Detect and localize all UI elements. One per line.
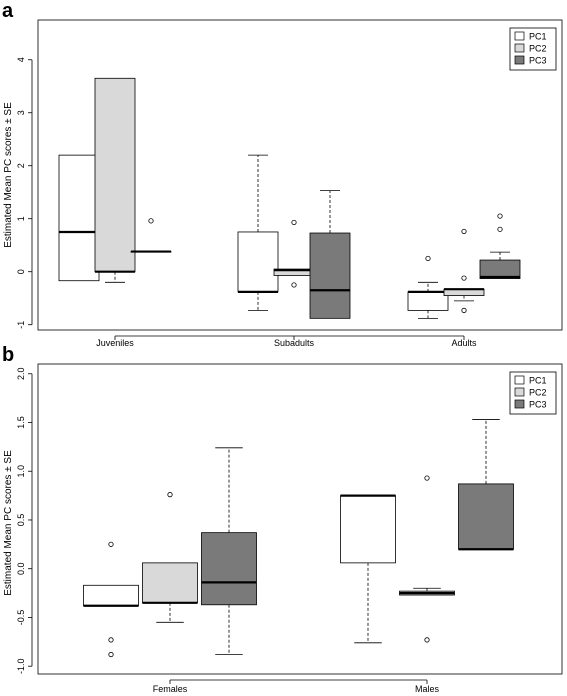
panel-b-y-tick-label: -0.5 [16,610,26,626]
panel-a-y-tick-label: 2 [16,163,26,168]
outlier-point [148,218,154,224]
outlier-point [425,255,431,262]
outlier-point [461,275,467,281]
panel-a-box-pc1-juveniles [58,154,100,282]
panel-a-y-tick-label: -1 [16,321,26,329]
panel-a-legend-swatch-pc2 [514,43,525,53]
outlier-point [424,475,430,481]
panel-a-legend-label-pc1: PC1 [529,32,547,42]
panel-b-label: b [2,344,14,366]
box-body [201,532,257,606]
panel-a-box-pc3-juveniles [130,218,172,253]
panel-b-legend-label-pc1: PC1 [529,376,547,386]
box-body [309,232,351,319]
panel-a-y-axis-title: Estimated Mean PC scores ± SE [3,102,14,248]
panel-a-box-pc1-adults [407,255,449,319]
panel-b-box-pc2-males [399,475,455,643]
panel-b-plot-frame [37,363,563,675]
panel-a-y-axis: -1 0 1 2 3 4 [16,57,33,329]
outlier-point [108,651,114,658]
panel-a: a Estimated Mean PC scores ± SE -101234 … [2,0,563,348]
panel-a-box-pc2-juveniles [94,77,136,283]
panel-a-plot-frame [37,19,563,331]
panel-a-x-tick-label: Subadults [274,338,315,348]
panel-a-box-pc2-subadults [273,219,315,288]
outlier-point [497,226,503,232]
panel-b-boxes [83,419,514,658]
panel-b-y-tick-label: 0.0 [16,562,26,575]
panel-b-legend-swatch-pc3 [514,399,525,409]
panel-a-y-tick-label: 3 [16,110,26,115]
panel-b-y-axis-title: Estimated Mean PC scores ± SE [3,450,14,596]
box-body [83,584,139,607]
panel-a-y-tick-label: 0 [16,269,26,274]
panel-b-box-pc1-females [83,541,139,658]
panel-a-legend-swatch-pc1 [514,31,525,41]
box-body [142,562,198,604]
panel-b-y-tick-label: 0.5 [16,514,26,527]
outlier-point [167,492,173,498]
panel-b-y-tick-label: 2.0 [16,367,26,380]
box-body [94,77,136,273]
box-body [458,483,514,550]
panel-a-legend: PC1 PC2 PC3 [509,27,557,71]
panel-a-x-tick-label: Juveniles [96,338,134,348]
panel-b-box-pc2-females [142,492,198,623]
outlier-point [291,282,297,288]
panel-a-legend-label-pc3: PC3 [529,56,547,66]
outlier-point [497,213,503,219]
outlier-point [108,637,114,643]
panel-a-box-pc3-adults [479,213,521,279]
panel-b-y-tick-label: 1.0 [16,465,26,478]
outlier-point [461,228,467,235]
outlier-point [291,219,297,226]
panel-b-x-tick-label: Females [153,684,188,694]
panel-a-legend-label-pc2: PC2 [529,44,547,54]
panel-a-boxes [58,77,521,319]
panel-b-box-pc3-females [201,447,257,655]
panel-a-x-axis: Juveniles Subadults Adults [96,335,477,348]
panel-b-legend-label-pc3: PC3 [529,400,547,410]
panel-b-y-axis: -1.0 -0.5 0.0 0.5 1.0 1.5 2.0 [16,367,33,674]
panel-a-box-pc3-subadults [309,190,351,319]
panel-a-box-pc1-subadults [237,154,279,311]
panel-a-box-pc2-adults [443,228,485,313]
box-body [340,495,396,564]
panel-b-box-pc3-males [458,419,514,551]
box-body [237,231,279,293]
panel-a-label: a [2,0,14,22]
panel-b-x-axis: Females Males [153,679,440,694]
panel-b-legend-swatch-pc2 [514,387,525,397]
outlier-point [108,541,114,547]
panel-a-y-tick-label: 1 [16,216,26,221]
box-body [58,154,100,282]
panel-b-legend-label-pc2: PC2 [529,388,547,398]
panel-a-legend-swatch-pc3 [514,55,525,65]
box-body [479,259,521,279]
panel-b-y-tick-label: 1.5 [16,416,26,429]
panel-a-y-tick-label: 4 [16,57,26,62]
panel-b-legend-swatch-pc1 [514,375,525,385]
outlier-point [461,307,467,313]
panel-b-box-pc1-males [340,494,396,644]
panel-b: b Estimated Mean PC scores ± SE -1.0 -0.5… [2,344,563,694]
panel-b-y-tick-label: -1.0 [16,658,26,674]
panel-b-x-tick-label: Males [415,684,440,694]
panel-b-legend: PC1 PC2 PC3 [509,371,557,415]
outlier-point [424,637,430,643]
box-body [407,291,449,311]
panel-a-x-tick-label: Adults [451,338,477,348]
